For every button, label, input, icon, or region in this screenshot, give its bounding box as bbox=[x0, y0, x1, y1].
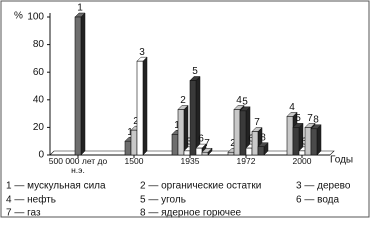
legend-entry: 4 — нефть bbox=[6, 194, 56, 206]
x-tick-holder: 1972 bbox=[236, 157, 256, 166]
bar-front bbox=[130, 129, 138, 156]
chart: % Годы 0 20 40 60 80 100 1 500 000 лет до н.э. 1… bbox=[0, 0, 370, 219]
bar-label: 1 bbox=[174, 120, 180, 131]
bar-front bbox=[124, 140, 132, 156]
bar-label: 4 bbox=[289, 102, 295, 113]
x-tick-label: 1500 bbox=[124, 157, 144, 166]
bar-label: 7 bbox=[204, 138, 210, 149]
bar-front bbox=[201, 151, 209, 156]
legend-entry: 5 — уголь bbox=[140, 195, 186, 206]
bar-label: 7 bbox=[307, 113, 313, 124]
bar bbox=[239, 106, 251, 156]
y-tick-label: 20 bbox=[33, 122, 45, 133]
x-tick-holder: 1935 bbox=[180, 157, 200, 166]
bar-side bbox=[142, 56, 148, 156]
bar-front bbox=[189, 80, 197, 156]
bar bbox=[177, 104, 189, 156]
x-tick-holder: 1500 bbox=[124, 157, 144, 166]
bar-label: 6 bbox=[248, 134, 254, 145]
bar-front bbox=[257, 146, 265, 156]
bar-front bbox=[286, 116, 294, 156]
legend-entry: 8 — ядерное горючее bbox=[140, 208, 242, 218]
x-tick-holder: 2000 bbox=[292, 157, 312, 166]
bar-label: 3 bbox=[186, 137, 192, 148]
bar bbox=[136, 56, 148, 156]
bar-front bbox=[227, 151, 235, 156]
x-axis-label: Годы bbox=[330, 155, 353, 166]
bar-label: 3 bbox=[139, 47, 145, 58]
bar-front bbox=[245, 147, 253, 156]
bar-label: 7 bbox=[254, 117, 260, 128]
legend-entry: 1 — мускульная сила bbox=[6, 181, 106, 192]
bar bbox=[201, 147, 213, 156]
bar-front bbox=[310, 128, 318, 156]
bar-front bbox=[195, 147, 203, 156]
bar-front bbox=[136, 60, 144, 156]
bar-front bbox=[233, 109, 241, 156]
bar-label: 2 bbox=[180, 95, 186, 106]
bar-front bbox=[171, 134, 179, 156]
bar-front bbox=[304, 127, 312, 156]
bar-front bbox=[74, 16, 82, 156]
bar-front bbox=[183, 150, 191, 156]
bar-label: 6 bbox=[301, 137, 307, 148]
bar-front bbox=[298, 150, 306, 156]
x-tick-label: 1935 bbox=[180, 157, 200, 166]
y-axis-label: % bbox=[14, 11, 23, 22]
bar-side bbox=[80, 12, 86, 156]
bar bbox=[189, 75, 201, 156]
bar bbox=[74, 12, 86, 156]
x-tick-label: 1972 bbox=[236, 157, 256, 166]
bar-front bbox=[292, 127, 300, 156]
bar-label: 5 bbox=[192, 66, 198, 77]
bar-label: 2 bbox=[230, 138, 236, 149]
bar-label: 8 bbox=[260, 132, 266, 143]
y-tick-label: 60 bbox=[33, 67, 45, 78]
bar-front bbox=[177, 109, 185, 156]
y-tick-label: 40 bbox=[33, 94, 45, 105]
x-tick-label: 2000 bbox=[292, 157, 312, 166]
legend-entry: 2 — органические остатки bbox=[140, 181, 261, 192]
x-tick-holder: 500 000 лет до н.э. bbox=[48, 157, 108, 175]
bar-label: 4 bbox=[236, 95, 242, 106]
bar-label: 5 bbox=[295, 113, 301, 124]
bar-label: 5 bbox=[242, 96, 248, 107]
bar-front bbox=[239, 110, 247, 156]
bar-label: 8 bbox=[313, 114, 319, 125]
y-tick-label: 80 bbox=[33, 39, 45, 50]
bar-label: 1 bbox=[77, 3, 83, 14]
legend-entry: 7 — газ bbox=[6, 208, 41, 218]
bar bbox=[292, 122, 304, 156]
bar-front bbox=[251, 131, 259, 156]
y-tick-label: 0 bbox=[38, 150, 44, 161]
legend-entry: 6 — вода bbox=[296, 195, 339, 206]
frame bbox=[0, 0, 370, 218]
x-tick-label: 500 000 лет до н.э. bbox=[48, 157, 108, 175]
legend-entry: 3 — дерево bbox=[296, 181, 351, 192]
y-tick-label: 100 bbox=[27, 12, 44, 23]
bar-label: 6 bbox=[198, 134, 204, 145]
bar bbox=[257, 142, 269, 156]
bar-label: 2 bbox=[133, 116, 139, 127]
bar bbox=[310, 124, 322, 156]
bar-side bbox=[316, 124, 322, 156]
bar-label: 1 bbox=[127, 127, 133, 138]
